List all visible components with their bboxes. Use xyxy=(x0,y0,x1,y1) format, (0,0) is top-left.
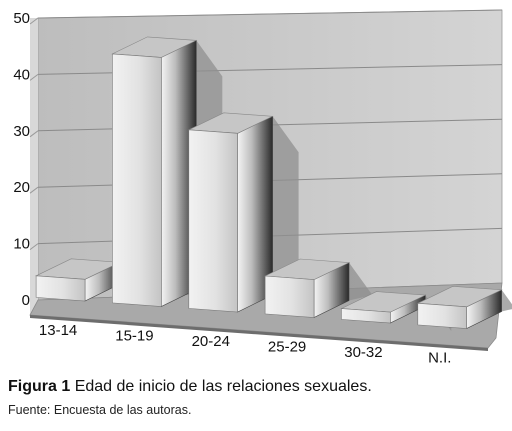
bar xyxy=(188,129,238,313)
bar-shadow xyxy=(349,262,375,301)
gridline xyxy=(37,9,503,19)
x-tick-label: 30-32 xyxy=(344,344,382,361)
bar-shadow xyxy=(501,289,512,312)
y-tick-label: 50 xyxy=(13,10,30,27)
x-tick-label: 25-29 xyxy=(268,339,306,356)
chart-floor-edge xyxy=(30,315,488,351)
bar-chart: 0 10 20 30 40 50 13-14 15-19 20-24 25-29 30-32 N.I. xyxy=(13,9,512,367)
gridline-tick xyxy=(29,17,39,25)
gridline-tick xyxy=(29,186,39,194)
figure-source: Fuente: Encuesta de las autoras. xyxy=(8,403,192,417)
bar xyxy=(341,308,391,324)
bar xyxy=(264,275,315,318)
bar xyxy=(112,53,162,307)
y-tick-label: 10 xyxy=(13,236,30,253)
figure-title: Edad de inicio de las relaciones sexuale… xyxy=(74,378,372,395)
x-tick-label: 20-24 xyxy=(192,333,230,350)
bar xyxy=(35,275,86,302)
gridline-tick xyxy=(29,130,39,138)
chart-left-edge xyxy=(30,18,38,315)
x-tick-label: 13-14 xyxy=(39,322,77,339)
figure-label: Figura 1 xyxy=(8,378,71,395)
x-tick-label: 15-19 xyxy=(115,328,153,345)
bar xyxy=(417,302,467,329)
gridline-tick xyxy=(29,74,39,81)
figure-caption: Figura 1 Edad de inicio de las relacione… xyxy=(8,378,372,396)
y-tick-label: 30 xyxy=(13,123,30,140)
x-tick-label: N.I. xyxy=(428,350,451,367)
y-tick-label: 40 xyxy=(13,66,30,83)
gridline-tick xyxy=(29,243,39,251)
y-tick-label: 20 xyxy=(13,179,30,196)
bar-shadow xyxy=(272,116,299,295)
y-tick-label: 0 xyxy=(22,292,30,309)
